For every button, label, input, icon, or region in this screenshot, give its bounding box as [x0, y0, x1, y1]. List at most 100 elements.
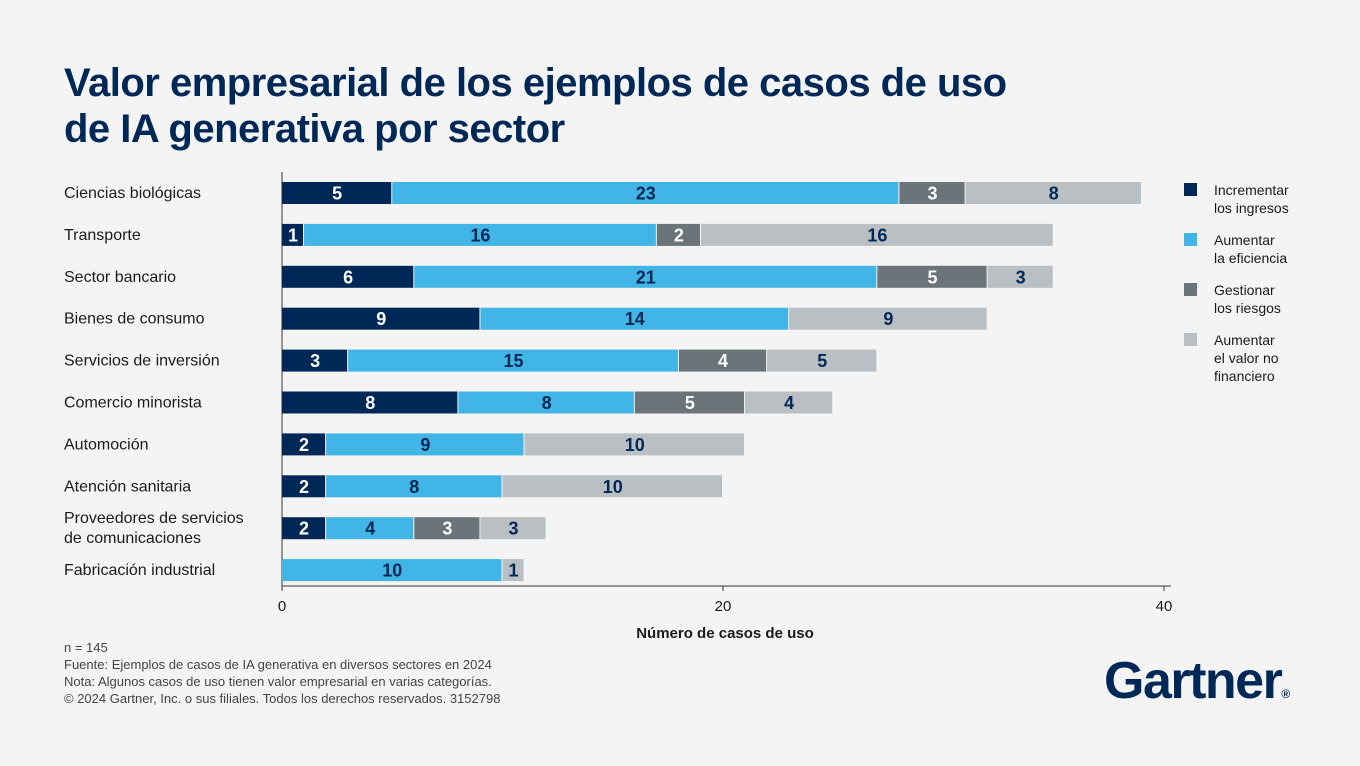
bar-segment-eficiencia: [282, 559, 502, 582]
data-label: 2: [674, 225, 684, 245]
data-label: 16: [470, 225, 490, 245]
data-label: 2: [299, 435, 309, 455]
sample-size-note: n = 145: [64, 640, 108, 655]
data-label: 3: [442, 519, 452, 539]
gartner-logo-text: Gartner: [1104, 652, 1283, 710]
data-label: 6: [343, 267, 353, 287]
bar-segment-incrementar: [282, 391, 458, 414]
legend: Incrementar los ingresos Aumentar la eficie…: [1184, 181, 1334, 399]
bar-segment-riesgos: [414, 517, 480, 540]
data-label: 3: [509, 519, 519, 539]
data-label: 1: [288, 225, 298, 245]
data-label: 8: [542, 393, 552, 413]
bar-segment-no_financiero: [502, 475, 722, 498]
bar-segment-no_financiero: [965, 182, 1141, 204]
bar-segment-eficiencia: [304, 223, 656, 246]
data-label: 4: [784, 393, 794, 413]
data-label: 5: [817, 351, 827, 371]
data-label: 9: [376, 309, 386, 329]
x-tick-label: 20: [715, 598, 732, 615]
legend-swatch: [1184, 333, 1197, 346]
bar-segment-eficiencia: [326, 517, 414, 540]
copyright-note: © 2024 Gartner, Inc. o sus filiales. Tod…: [64, 691, 501, 706]
legend-item-incrementar: Incrementar los ingresos: [1184, 181, 1334, 217]
gartner-logo: Gartner®: [1104, 651, 1290, 724]
category-label: Proveedores de servicios: [64, 510, 244, 527]
bar-segment-no_financiero: [524, 433, 745, 456]
bar-segment-no_financiero: [745, 391, 833, 414]
legend-swatch: [1184, 183, 1197, 196]
bar-segment-incrementar: [282, 307, 480, 330]
bar-segment-no_financiero: [767, 349, 877, 372]
data-label: 16: [867, 225, 887, 245]
category-label: Fabricación industrial: [64, 562, 215, 579]
bar-segment-riesgos: [656, 223, 700, 246]
bar-segment-eficiencia: [326, 433, 524, 456]
data-label: 2: [299, 519, 309, 539]
bar-segment-eficiencia: [414, 265, 877, 288]
category-label: Ciencias biológicas: [64, 185, 201, 202]
data-label: 5: [332, 184, 342, 204]
data-label: 5: [927, 267, 937, 287]
legend-item-eficiencia: Aumentar la eficiencia: [1184, 231, 1334, 267]
data-label: 8: [365, 393, 375, 413]
registered-mark: ®: [1281, 687, 1291, 701]
legend-item-no_financiero: Aumentar el valor no financiero: [1184, 331, 1334, 385]
legend-swatch: [1184, 233, 1197, 246]
category-label: Servicios de inversión: [64, 353, 220, 370]
source-note: Fuente: Ejemplos de casos de IA generati…: [64, 657, 492, 672]
bar-segment-no_financiero: [987, 265, 1053, 288]
data-label: 3: [927, 184, 937, 204]
data-label: 14: [625, 309, 645, 329]
data-label: 3: [1016, 267, 1026, 287]
data-label: 23: [636, 184, 656, 204]
bar-segment-incrementar: [282, 349, 348, 372]
bar-segment-riesgos: [634, 391, 745, 414]
bar-segment-incrementar: [282, 265, 414, 288]
bar-segment-no_financiero: [502, 559, 524, 582]
category-label: Bienes de consumo: [64, 311, 205, 328]
chart-title: Valor empresarial de los ejemplos de cas…: [64, 60, 1214, 152]
bar-segment-riesgos: [899, 182, 965, 204]
bar-segment-riesgos: [877, 265, 987, 288]
bar-segment-eficiencia: [326, 475, 502, 498]
data-label: 9: [420, 435, 430, 455]
legend-swatch: [1184, 283, 1197, 296]
data-label: 10: [603, 477, 623, 497]
bar-segment-eficiencia: [458, 391, 634, 414]
legend-label: Gestionar los riesgos: [1214, 282, 1281, 316]
data-label: 4: [718, 351, 728, 371]
category-label: Atención sanitaria: [64, 478, 191, 495]
chart-title-line-2: de IA generativa por sector: [64, 107, 565, 151]
data-label: 15: [504, 351, 524, 371]
bar-segment-incrementar: [282, 475, 326, 498]
bar-segment-incrementar: [282, 433, 326, 456]
data-label: 10: [382, 561, 402, 581]
data-label: 2: [299, 477, 309, 497]
legend-label: Incrementar los ingresos: [1214, 182, 1289, 216]
legend-item-riesgos: Gestionar los riesgos: [1184, 281, 1334, 317]
bar-segment-eficiencia: [392, 182, 899, 204]
categories-note: Nota: Algunos casos de uso tienen valor …: [64, 674, 492, 689]
x-tick-label: 40: [1156, 598, 1173, 615]
category-label: Comercio minorista: [64, 395, 202, 412]
category-label: Automoción: [64, 436, 149, 453]
data-label: 3: [310, 351, 320, 371]
footnotes: n = 145 Fuente: Ejemplos de casos de IA …: [64, 639, 500, 707]
data-label: 9: [883, 309, 893, 329]
bar-segment-eficiencia: [348, 349, 678, 372]
data-label: 8: [1049, 184, 1059, 204]
legend-label: Aumentar el valor no financiero: [1214, 332, 1279, 384]
bar-segment-incrementar: [282, 517, 326, 540]
data-label: 4: [365, 519, 375, 539]
category-label: Sector bancario: [64, 269, 176, 286]
bar-segment-riesgos: [678, 349, 767, 372]
bar-segment-no_financiero: [480, 517, 546, 540]
x-tick-label: 0: [278, 598, 286, 615]
data-label: 5: [685, 393, 695, 413]
bar-segment-no_financiero: [789, 307, 987, 330]
x-axis-label: Número de casos de uso: [636, 625, 814, 642]
data-label: 21: [636, 267, 656, 287]
category-label: Transporte: [64, 227, 141, 244]
